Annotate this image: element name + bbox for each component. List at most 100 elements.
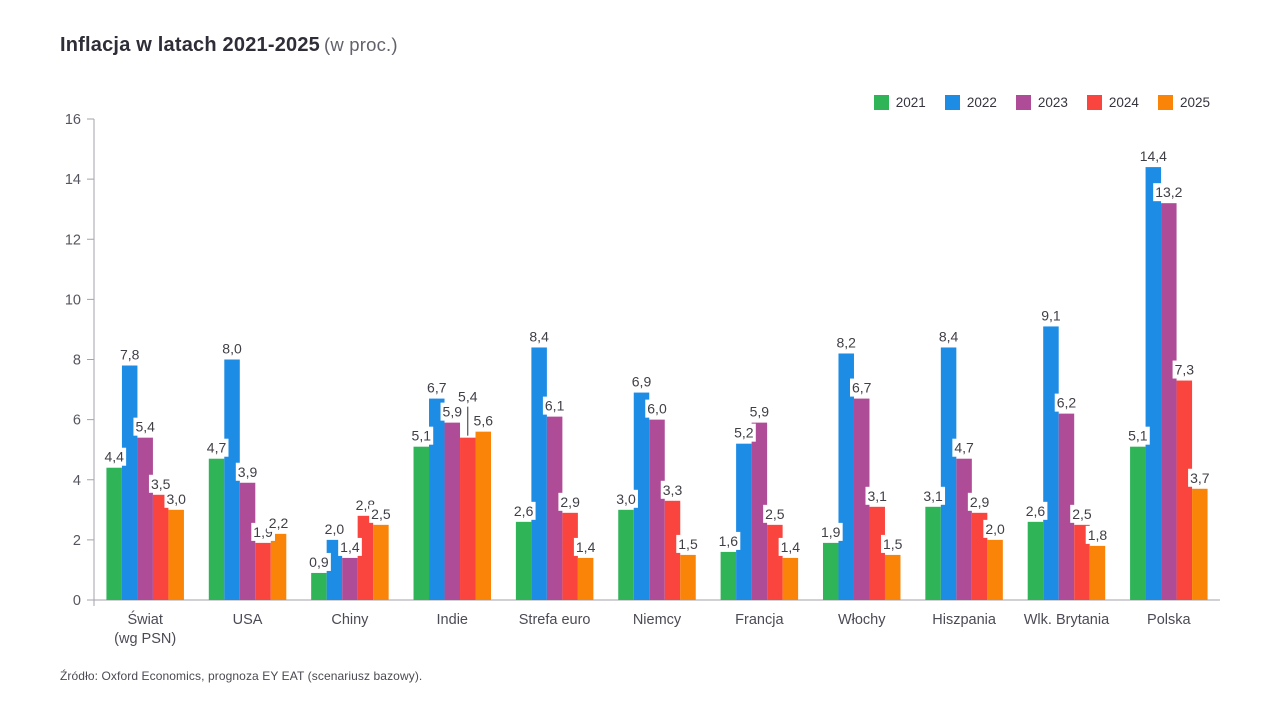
bar-2021-indie xyxy=(413,446,430,600)
y-axis-tick-label: 14 xyxy=(65,172,81,188)
value-label-bg xyxy=(117,345,142,364)
value-label: 5,4 xyxy=(458,389,478,405)
value-label: 6,2 xyxy=(1057,395,1077,411)
value-label-bg xyxy=(102,447,127,466)
value-label-bg xyxy=(716,531,741,550)
bar-2025-wlk-brytania xyxy=(1089,545,1106,600)
value-label-bg xyxy=(645,399,669,418)
bar-2022--wiat xyxy=(121,365,138,600)
bar-2023-chiny xyxy=(342,557,358,600)
value-label: 8,4 xyxy=(939,328,959,344)
legend-label-2025: 2025 xyxy=(1179,94,1210,110)
value-label-bg xyxy=(220,339,244,358)
y-axis-tick-label: 4 xyxy=(73,473,81,489)
bar-2024--wiat xyxy=(152,494,169,600)
legend-label-2023: 2023 xyxy=(1037,94,1068,110)
bar-2024-strefa-euro xyxy=(562,512,578,600)
value-label: 13,2 xyxy=(1155,184,1182,200)
x-axis-category-label: Chiny xyxy=(331,612,369,628)
bar-2023-w-ochy xyxy=(853,398,870,600)
value-label: 5,1 xyxy=(412,428,432,444)
x-axis-category-label: Indie xyxy=(437,612,468,628)
x-axis-category-label: Hiszpania xyxy=(932,612,997,628)
bar-2023-usa xyxy=(239,482,256,600)
x-axis-category-label: Strefa euro xyxy=(519,612,591,628)
value-label-bg xyxy=(747,402,772,421)
legend-item-2023: 2023 xyxy=(1015,94,1068,110)
y-axis-tick-label: 0 xyxy=(73,593,81,609)
value-label-bg xyxy=(921,486,946,505)
value-label-bg xyxy=(235,462,260,481)
legend-label-2021: 2021 xyxy=(895,94,926,110)
bar-2023-indie xyxy=(444,422,461,600)
value-labels-layer: 4,47,85,43,53,04,78,03,91,92,20,92,01,42… xyxy=(102,147,1212,571)
legend-item-2025: 2025 xyxy=(1157,94,1210,110)
chart-legend: 2021 2022 2023 2024 2025 xyxy=(873,93,1210,111)
y-axis-tick-label: 2 xyxy=(73,533,81,549)
x-axis-category-label: USA xyxy=(233,612,263,628)
bar-2021-usa xyxy=(208,458,225,600)
bar-2021-francja xyxy=(720,551,737,600)
bar-2022-indie xyxy=(429,398,445,600)
value-label: 1,9 xyxy=(821,524,841,540)
value-label-bg xyxy=(511,501,536,520)
bar-2021-niemcy xyxy=(618,509,634,600)
value-label-bg xyxy=(148,474,173,493)
value-label: 1,5 xyxy=(678,536,698,552)
page-title: Inflacja w latach 2021-2025 (w proc.) xyxy=(60,34,398,57)
bar-2021-polska xyxy=(1130,446,1146,600)
bar-2025-strefa-euro xyxy=(577,557,594,600)
value-label: 1,5 xyxy=(883,536,903,552)
bar-2022-hiszpania xyxy=(940,347,957,600)
value-label-bg xyxy=(164,489,189,508)
value-label: 2,6 xyxy=(514,503,534,519)
value-label-bg xyxy=(849,378,874,397)
value-label-bg xyxy=(1039,306,1063,325)
legend-label-2022: 2022 xyxy=(966,94,997,110)
value-label: 6,0 xyxy=(647,401,667,417)
value-label-bg xyxy=(660,480,685,499)
value-label: 3,3 xyxy=(663,482,683,498)
bar-2024-usa xyxy=(255,542,271,600)
bar-2025-w-ochy xyxy=(884,554,901,600)
value-label: 2,9 xyxy=(970,494,990,510)
value-label: 6,9 xyxy=(632,374,652,390)
x-axis-category-label: Polska xyxy=(1147,612,1191,628)
legend-item-2021: 2021 xyxy=(873,94,926,110)
page-title-main: Inflacja w latach 2021-2025 xyxy=(60,34,320,56)
value-label: 3,7 xyxy=(1190,470,1210,486)
legend-swatch-2025 xyxy=(1157,94,1173,110)
value-label-bg xyxy=(1153,183,1185,202)
value-label: 2,5 xyxy=(765,506,785,522)
bar-2025-polska xyxy=(1192,488,1208,600)
value-label: 6,1 xyxy=(545,398,565,414)
value-label: 4,7 xyxy=(954,440,974,456)
value-label: 5,4 xyxy=(135,419,155,435)
bar-2025-chiny xyxy=(373,524,389,600)
bar-2021-hiszpania xyxy=(925,506,941,600)
bar-2021-strefa-euro xyxy=(515,521,532,600)
value-label: 8,2 xyxy=(836,334,856,350)
value-label-bg xyxy=(880,534,905,553)
value-label: 5,1 xyxy=(1128,428,1148,444)
bar-2025-usa xyxy=(270,533,287,600)
bar-2023-polska xyxy=(1161,203,1177,601)
value-label: 3,1 xyxy=(923,488,943,504)
y-axis-tick-label: 8 xyxy=(73,353,81,369)
value-label-bg xyxy=(369,504,393,523)
value-label: 6,7 xyxy=(852,380,872,396)
value-label-bg xyxy=(471,411,496,430)
bar-2023-strefa-euro xyxy=(546,416,563,600)
value-label-bg xyxy=(936,327,961,346)
x-axis-category-label: Wlk. Brytania xyxy=(1024,612,1110,628)
bar-2023-hiszpania xyxy=(956,458,972,600)
bar-2024-polska xyxy=(1176,380,1193,600)
x-axis-category-label: Niemcy xyxy=(633,612,682,628)
bar-2023-niemcy xyxy=(649,419,665,600)
value-label: 5,2 xyxy=(734,425,754,441)
value-label-bg xyxy=(409,426,434,445)
value-label: 7,8 xyxy=(120,347,140,363)
legend-swatch-2022 xyxy=(944,94,960,110)
value-label: 5,6 xyxy=(474,413,494,429)
